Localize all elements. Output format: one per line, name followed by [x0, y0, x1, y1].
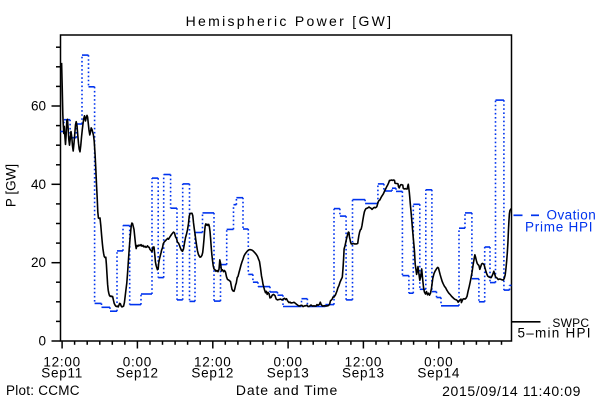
svg-text:0:00: 0:00	[273, 355, 302, 370]
svg-text:Sep12: Sep12	[116, 366, 159, 381]
svg-text:12:00: 12:00	[43, 355, 81, 370]
svg-text:60: 60	[31, 99, 46, 114]
svg-text:0:00: 0:00	[424, 355, 453, 370]
svg-text:5–min HPI: 5–min HPI	[518, 326, 592, 341]
svg-text:2015/09/14 11:40:09: 2015/09/14 11:40:09	[442, 383, 581, 399]
svg-text:0:00: 0:00	[123, 355, 152, 370]
svg-text:Sep13: Sep13	[342, 366, 385, 381]
svg-text:20: 20	[31, 255, 46, 270]
svg-text:12:00: 12:00	[194, 355, 232, 370]
svg-text:Hemispheric Power [GW]: Hemispheric Power [GW]	[186, 13, 394, 29]
svg-text:40: 40	[31, 177, 46, 192]
svg-text:Plot: CCMC: Plot: CCMC	[6, 383, 80, 398]
svg-text:Date and Time: Date and Time	[236, 382, 338, 398]
svg-text:12:00: 12:00	[345, 355, 383, 370]
svg-text:0: 0	[38, 334, 46, 349]
svg-text:Sep13: Sep13	[267, 366, 310, 381]
svg-text:Ovation: Ovation	[547, 208, 597, 223]
svg-text:Prime HPI: Prime HPI	[525, 220, 593, 235]
svg-text:SWPC: SWPC	[552, 316, 589, 330]
svg-text:P [GW]: P [GW]	[4, 164, 19, 207]
svg-text:Sep12: Sep12	[191, 366, 234, 381]
svg-text:Sep14: Sep14	[417, 366, 460, 381]
svg-text:Sep11: Sep11	[41, 366, 83, 381]
